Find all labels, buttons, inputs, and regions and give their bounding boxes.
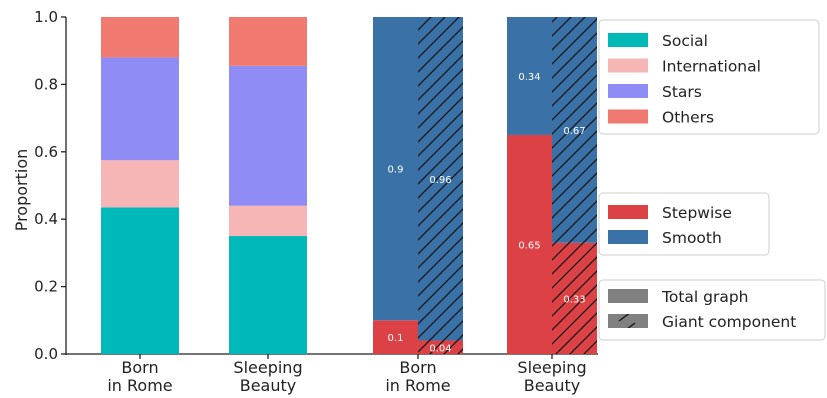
data-label: 0.1: [388, 333, 404, 344]
data-label: 0.65: [518, 240, 540, 251]
y-tick-label: 0.4: [34, 210, 58, 228]
bar-segment-stepwise: [373, 320, 418, 354]
x-tick-label: Beauty: [240, 376, 297, 395]
legend-categories: [598, 19, 820, 135]
bar-segment-smooth: [507, 17, 552, 135]
data-label: 0.96: [429, 175, 451, 186]
y-tick-label: 0.8: [34, 75, 58, 93]
y-tick-label: 0.0: [34, 345, 58, 363]
y-axis-label: Proportion: [12, 149, 31, 232]
legend-swatch-others: [608, 109, 648, 124]
x-tick-label: Born: [121, 358, 158, 377]
legend-swatch-stepwise: [608, 205, 648, 219]
bar-segment-social: [229, 236, 307, 354]
legend-label-international: International: [662, 58, 761, 76]
legend-swatch-smooth: [608, 230, 648, 244]
legend-swatch-stars: [608, 84, 648, 98]
x-tick-label: in Rome: [385, 376, 450, 395]
x-tick-label: Born: [399, 358, 436, 377]
x-tick-label: in Rome: [107, 376, 172, 395]
legend-label-giant-component: Giant component: [662, 313, 796, 331]
bar-segment-stars: [101, 57, 179, 161]
bar-segment-others: [101, 17, 179, 58]
bar-segment-international: [101, 160, 179, 208]
bars: [101, 17, 597, 354]
x-tick-label: Beauty: [524, 376, 581, 395]
legend-label-others: Others: [662, 109, 714, 127]
legend-swatch-social: [608, 33, 648, 47]
legend-hatch: [608, 314, 648, 328]
data-label: 0.34: [518, 72, 540, 83]
bar-segment-others: [229, 17, 307, 66]
data-label: 0.67: [563, 126, 585, 137]
data-labels: 0.1 0.9 0.04 0.96 0.65 0.34 0.33 0.67: [388, 72, 586, 354]
x-tick-label: Sleeping: [517, 358, 586, 377]
data-label: 0.33: [563, 294, 585, 305]
legend-swatch-total-graph: [608, 289, 648, 303]
data-label: 0.04: [429, 343, 451, 354]
hatch-overlay: [552, 17, 597, 354]
y-tick-label: 0.2: [34, 278, 58, 296]
legend-label-stars: Stars: [662, 83, 702, 101]
bar-segment-international: [229, 205, 307, 237]
legend-graph: [598, 279, 826, 341]
bar-segment-stars: [229, 65, 307, 206]
bar-segment-stepwise: [507, 134, 552, 354]
legends: Social International Stars Others Stepwise Sm…: [598, 19, 826, 341]
legend-label-social: Social: [662, 32, 708, 50]
legend-label-total-graph: Total graph: [661, 288, 749, 306]
legend-label-smooth: Smooth: [662, 229, 722, 247]
hatch-overlay: [418, 17, 463, 354]
data-label: 0.9: [388, 165, 404, 176]
legend-label-stepwise: Stepwise: [662, 204, 732, 222]
bar-segment-smooth: [373, 17, 418, 321]
x-tick-label: Sleeping: [233, 358, 302, 377]
y-tick-label: 0.6: [34, 143, 58, 161]
legend-swatch-international: [608, 58, 648, 73]
y-tick-label: 1.0: [34, 8, 58, 26]
bar-segment-social: [101, 207, 179, 354]
